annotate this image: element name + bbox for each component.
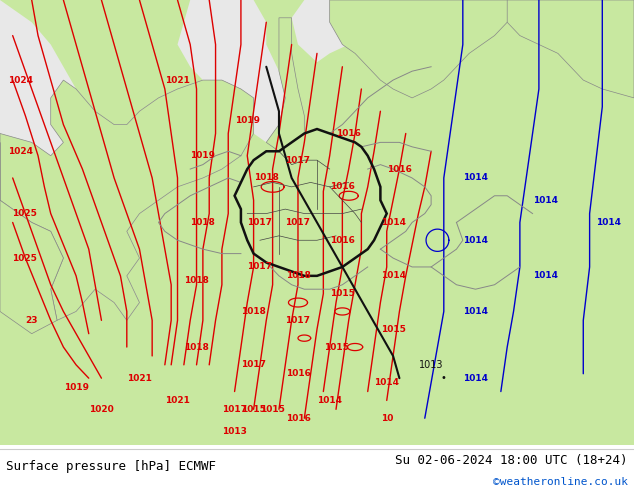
Text: Su 02-06-2024 18:00 UTC (18+24): Su 02-06-2024 18:00 UTC (18+24) bbox=[395, 454, 628, 467]
Text: 1018: 1018 bbox=[241, 307, 266, 316]
Text: 1017: 1017 bbox=[222, 405, 247, 414]
Text: 1017: 1017 bbox=[247, 218, 273, 227]
Text: 1015: 1015 bbox=[330, 289, 355, 298]
Text: 1019: 1019 bbox=[190, 151, 216, 160]
Text: •: • bbox=[441, 373, 447, 383]
Polygon shape bbox=[507, 0, 634, 98]
Text: 1024: 1024 bbox=[8, 147, 33, 156]
Polygon shape bbox=[0, 0, 634, 445]
Text: 1020: 1020 bbox=[89, 405, 114, 414]
Text: 1014: 1014 bbox=[374, 378, 399, 387]
Text: 1021: 1021 bbox=[165, 75, 190, 85]
Text: 1016: 1016 bbox=[387, 165, 412, 173]
Polygon shape bbox=[399, 0, 507, 53]
Polygon shape bbox=[292, 0, 380, 62]
Text: 1014: 1014 bbox=[463, 307, 488, 316]
Polygon shape bbox=[0, 80, 254, 320]
Text: 1014: 1014 bbox=[596, 218, 621, 227]
Text: 1021: 1021 bbox=[127, 374, 152, 383]
Text: 1015: 1015 bbox=[380, 325, 406, 334]
Text: 1015: 1015 bbox=[260, 405, 285, 414]
Text: 1014: 1014 bbox=[463, 173, 488, 182]
Text: 1016: 1016 bbox=[330, 236, 355, 245]
Text: 1016: 1016 bbox=[330, 182, 355, 192]
Text: 1018: 1018 bbox=[285, 271, 311, 280]
Text: 1014: 1014 bbox=[533, 271, 558, 280]
Text: Surface pressure [hPa] ECMWF: Surface pressure [hPa] ECMWF bbox=[6, 460, 216, 473]
Text: 1025: 1025 bbox=[11, 253, 37, 263]
Text: 1014: 1014 bbox=[463, 236, 488, 245]
Text: 1013: 1013 bbox=[419, 360, 443, 370]
Text: 1019: 1019 bbox=[63, 383, 89, 392]
Text: ©weatheronline.co.uk: ©weatheronline.co.uk bbox=[493, 477, 628, 487]
Text: 1016: 1016 bbox=[285, 414, 311, 423]
Text: 1017: 1017 bbox=[241, 360, 266, 369]
Text: 1025: 1025 bbox=[11, 209, 37, 218]
Text: 1018: 1018 bbox=[184, 343, 209, 351]
Text: 1014: 1014 bbox=[463, 374, 488, 383]
Text: 1017: 1017 bbox=[285, 316, 311, 325]
Text: 1016: 1016 bbox=[336, 129, 361, 138]
Text: 1013: 1013 bbox=[222, 427, 247, 436]
Polygon shape bbox=[266, 18, 304, 151]
Text: 23: 23 bbox=[25, 316, 38, 325]
Text: 1014: 1014 bbox=[533, 196, 558, 205]
Text: 1017: 1017 bbox=[285, 156, 311, 165]
Text: 1024: 1024 bbox=[8, 75, 33, 85]
Text: 1018: 1018 bbox=[184, 276, 209, 285]
Text: 1017: 1017 bbox=[247, 263, 273, 271]
Polygon shape bbox=[0, 0, 254, 320]
Polygon shape bbox=[0, 143, 63, 334]
Text: 1015: 1015 bbox=[323, 343, 349, 351]
Text: 1014: 1014 bbox=[380, 271, 406, 280]
Text: 1019: 1019 bbox=[235, 116, 260, 124]
Text: 1014: 1014 bbox=[380, 218, 406, 227]
Text: 1021: 1021 bbox=[165, 396, 190, 405]
Text: 1018: 1018 bbox=[190, 218, 216, 227]
Polygon shape bbox=[178, 0, 285, 143]
Text: 1016: 1016 bbox=[285, 369, 311, 378]
Text: 10: 10 bbox=[380, 414, 393, 423]
Text: 1015: 1015 bbox=[241, 405, 266, 414]
Text: 1017: 1017 bbox=[285, 218, 311, 227]
Text: 1018: 1018 bbox=[254, 173, 279, 182]
Text: 1014: 1014 bbox=[317, 396, 342, 405]
Polygon shape bbox=[330, 0, 520, 98]
